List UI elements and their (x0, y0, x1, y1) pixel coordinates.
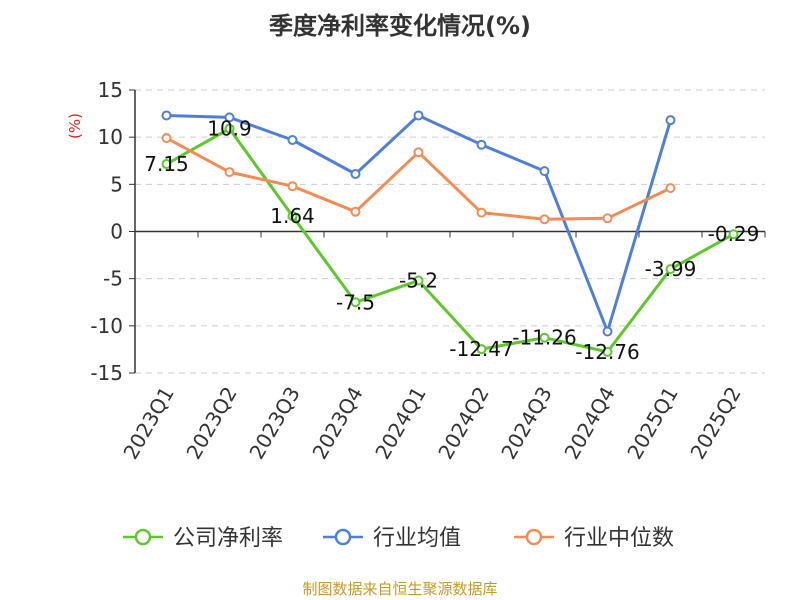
y-tick-label: -5 (103, 267, 123, 291)
legend-marker-3 (525, 528, 543, 546)
data-label: -7.5 (336, 290, 375, 314)
data-point (224, 123, 235, 134)
data-point (602, 213, 613, 224)
x-tick-label: 2024Q2 (433, 383, 493, 464)
data-label: 7.15 (144, 152, 189, 176)
data-point (476, 344, 487, 355)
data-point (602, 346, 613, 357)
data-point (350, 206, 361, 217)
x-tick-label: 2025Q2 (685, 383, 745, 464)
data-label: 10.9 (207, 117, 252, 141)
data-label: -5.2 (399, 269, 438, 293)
data-point (539, 214, 550, 225)
legend-label: 行业均值 (373, 526, 461, 551)
data-point (161, 159, 172, 170)
legend-label: 公司净利率 (173, 526, 283, 551)
data-point (287, 211, 298, 222)
data-point (350, 297, 361, 308)
data-point (287, 181, 298, 192)
data-point (413, 147, 424, 158)
x-tick-label: 2024Q3 (496, 383, 556, 464)
legend-marker-1 (134, 528, 152, 546)
data-label: 1.64 (270, 204, 315, 228)
data-point (287, 134, 298, 145)
data-point (602, 326, 613, 337)
y-tick-label: 15 (98, 78, 123, 102)
data-point (413, 275, 424, 286)
data-point (665, 183, 676, 194)
chart-title: 季度净利率变化情况(%) (269, 12, 531, 40)
data-point (476, 207, 487, 218)
y-tick-label: 0 (110, 220, 123, 244)
y-tick-label: 5 (110, 172, 123, 196)
data-point (539, 332, 550, 343)
data-point (665, 264, 676, 275)
data-point (161, 133, 172, 144)
data-point (350, 168, 361, 179)
data-label: -12.47 (449, 337, 513, 361)
series-line-1 (165, 127, 735, 354)
y-tick-label: -15 (90, 361, 123, 385)
x-tick-label: 2023Q4 (307, 383, 367, 464)
legend-label: 行业中位数 (564, 526, 674, 551)
x-tick-label: 2023Q3 (244, 383, 304, 464)
data-point (224, 167, 235, 178)
data-point (539, 166, 550, 177)
data-point (413, 110, 424, 121)
data-point (665, 115, 676, 126)
data-label: -12.76 (575, 340, 639, 364)
data-label: -3.99 (645, 257, 697, 281)
data-label: -11.26 (512, 326, 576, 350)
x-tick-label: 2024Q4 (559, 383, 619, 464)
data-point (476, 139, 487, 150)
data-point (728, 229, 739, 240)
x-tick-label: 2023Q2 (181, 383, 241, 464)
y-axis-label: (%) (66, 113, 84, 139)
y-tick-label: 10 (98, 125, 123, 149)
y-tick-label: -10 (90, 314, 123, 338)
x-tick-label: 2025Q1 (622, 383, 682, 464)
x-tick-label: 2024Q1 (370, 383, 430, 464)
data-point (161, 110, 172, 121)
legend-marker-2 (334, 528, 352, 546)
data-point (224, 112, 235, 123)
x-tick-label: 2023Q1 (118, 383, 178, 464)
source-note: 制图数据来自恒生聚源数据库 (302, 580, 498, 598)
data-label: -0.29 (708, 222, 760, 246)
